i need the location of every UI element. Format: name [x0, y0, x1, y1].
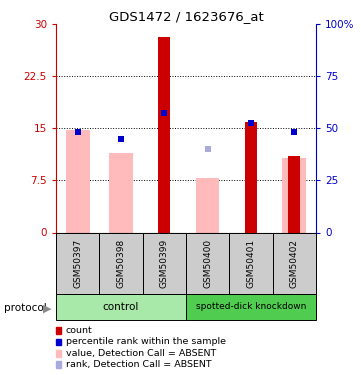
Text: GSM50398: GSM50398 — [117, 239, 125, 288]
Bar — [56, 232, 99, 294]
Text: GSM50402: GSM50402 — [290, 239, 299, 288]
Bar — [99, 232, 143, 294]
Text: count: count — [66, 326, 93, 335]
Bar — [186, 232, 229, 294]
Text: GSM50400: GSM50400 — [203, 239, 212, 288]
Text: GSM50397: GSM50397 — [73, 239, 82, 288]
Bar — [66, 130, 90, 232]
Bar — [186, 294, 316, 320]
Text: control: control — [103, 302, 139, 312]
Text: rank, Detection Call = ABSENT: rank, Detection Call = ABSENT — [66, 360, 212, 369]
Bar — [109, 153, 133, 232]
Text: GSM50401: GSM50401 — [247, 239, 255, 288]
Text: spotted-dick knockdown: spotted-dick knockdown — [196, 302, 306, 311]
Bar — [245, 122, 257, 232]
Bar — [229, 232, 273, 294]
Text: ▶: ▶ — [43, 303, 51, 313]
Text: GSM50399: GSM50399 — [160, 239, 169, 288]
Text: percentile rank within the sample: percentile rank within the sample — [66, 338, 226, 346]
Bar — [282, 158, 306, 232]
Title: GDS1472 / 1623676_at: GDS1472 / 1623676_at — [109, 10, 263, 23]
Bar — [288, 156, 300, 232]
Bar — [56, 294, 186, 320]
Bar — [143, 232, 186, 294]
Bar — [196, 178, 219, 232]
Text: protocol: protocol — [4, 303, 46, 313]
Text: value, Detection Call = ABSENT: value, Detection Call = ABSENT — [66, 349, 216, 358]
Bar — [158, 37, 170, 232]
Bar — [273, 232, 316, 294]
